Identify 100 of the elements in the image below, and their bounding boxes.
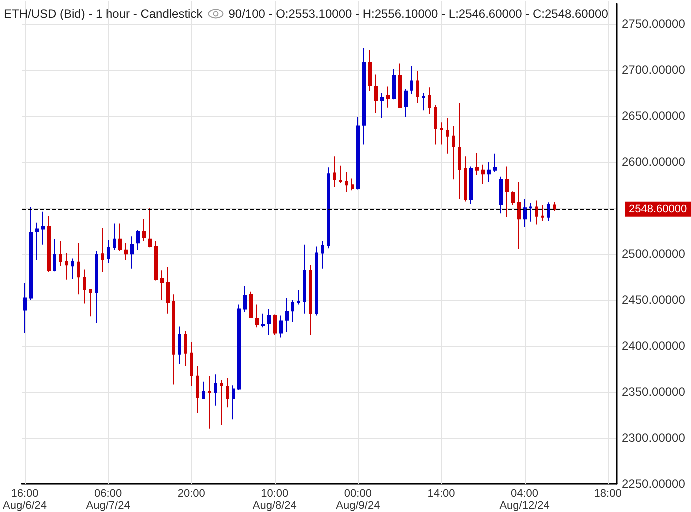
y-tick-label: 2450.00000 [622,293,686,308]
y-tick-label: 2600.00000 [622,155,686,170]
candlestick [362,48,366,146]
candlestick [374,74,378,114]
candlestick [130,236,134,270]
candlestick [178,326,181,365]
candlestick [160,270,164,301]
candlestick [517,182,521,250]
candlestick [184,330,187,367]
y-tick-label: 2700.00000 [622,63,686,78]
chart-title: ETH/USD (Bid) - 1 hour - Candlestick [4,7,203,21]
candlestick [77,242,80,296]
candlestick [65,252,68,280]
candlestick [35,222,39,262]
y-tick-label: 2650.00000 [622,109,686,124]
candlestick [113,223,116,251]
x-tick-label: 14:00 [428,488,456,500]
candlestick [237,304,241,391]
candlestick [53,238,56,272]
candlestick [232,385,235,420]
candlestick [404,89,408,118]
candlestick [327,167,330,250]
candlestick [398,63,402,108]
x-tick-label: 20:00 [178,488,206,500]
candlestick [428,87,431,115]
candlestick [475,152,479,176]
candlestick [553,202,556,212]
candlestick [95,250,98,324]
candlestick [529,203,532,222]
x-tick-label: 18:00 [594,488,622,500]
candlestick [458,102,461,200]
candlestick [386,86,390,108]
candlestick [303,244,306,314]
candlestick [464,156,467,202]
candlestick [214,374,217,406]
candlestick [47,216,51,274]
x-tick-label: 06:00 Aug/7/24 [86,488,130,512]
candlestick [493,153,497,173]
y-tick-label: 2250.00000 [622,477,686,491]
candlestick [196,366,199,414]
candlestick [297,289,300,306]
candlestick [452,126,455,180]
candlestick [172,294,175,386]
candlestick [416,70,419,104]
candlestick [166,266,170,314]
candlestick [321,240,324,270]
candlestick [535,200,538,226]
y-tick-label: 2500.00000 [622,247,686,262]
x-tick-label: 16:00 Aug/6/24 [2,488,48,512]
candlestick [356,116,360,190]
candlestick [273,314,277,336]
candlestick [154,240,158,282]
y-tick-label: 2300.00000 [622,431,686,446]
candlestick [279,315,283,338]
candlestick [255,304,259,328]
candlestick [148,208,152,248]
candlestick [208,376,211,430]
candlestick [249,291,253,319]
candlestick [422,92,425,112]
candlestick [291,300,294,323]
candlestick [41,211,45,246]
candlestick [499,176,503,214]
candlestick [434,104,437,146]
candlestick [410,66,413,95]
candlestick [190,342,193,388]
candlestick [118,223,122,252]
candlestick [29,206,33,301]
candlestick [481,164,485,185]
candlestick [368,49,372,92]
chart-subtitle: 90/100 - O:2553.10000 - H:2556.10000 - L:2546.60000 - C:2548.60000 [228,7,608,21]
candlestick [523,198,527,228]
candlestick [101,228,104,274]
y-tick-label: 2400.00000 [622,339,686,354]
candlestick [351,178,354,192]
candlestick [380,92,384,119]
candlestick [440,122,443,146]
candlestick [142,218,146,242]
candlestick [220,380,223,426]
candlestick [446,118,449,154]
y-tick-label: 2350.00000 [622,385,686,400]
candlestick [505,166,509,218]
candlestick [23,283,27,334]
candlestick [226,378,229,408]
candlestick [124,242,128,262]
candlestick [267,308,271,336]
candlestick [59,240,62,267]
candlestick [261,313,265,328]
candlestick [136,230,140,251]
candlestick [243,286,247,313]
candlestick [541,204,544,222]
candlestick [309,264,312,336]
x-tick-label: 04:00 Aug/12/24 [500,488,550,512]
candlestick [315,246,318,316]
candlestick [83,269,86,304]
candlestick [89,288,92,318]
candlestick [487,162,491,183]
candlestick [392,68,396,100]
candlestick [547,202,550,222]
candlestick [345,172,348,194]
candlestick [333,156,336,188]
